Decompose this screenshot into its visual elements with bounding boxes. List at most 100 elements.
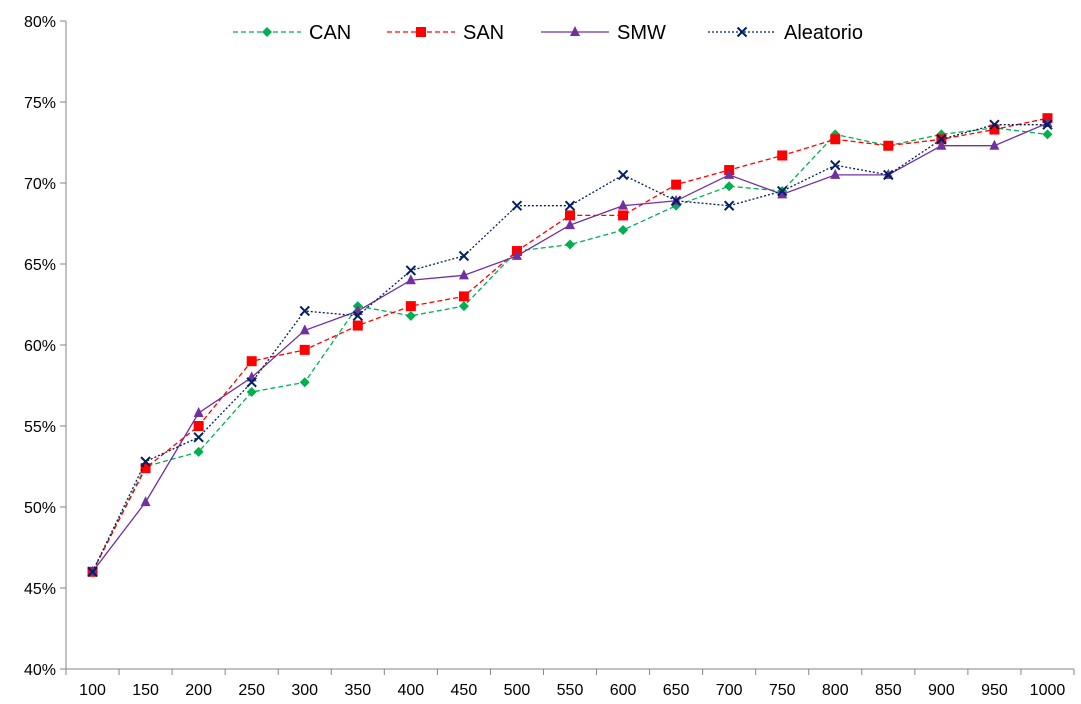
- x-tick-label: 100: [79, 682, 106, 699]
- data-point: [458, 269, 469, 280]
- data-point: [724, 168, 735, 179]
- x-tick-label: 500: [504, 682, 531, 699]
- x-tick-label: 700: [716, 682, 743, 699]
- data-point: [352, 310, 363, 322]
- data-point: [246, 386, 257, 397]
- data-point: [352, 320, 363, 331]
- y-tick-label: 65%: [24, 257, 56, 274]
- data-point: [193, 432, 204, 443]
- data-point: [246, 356, 257, 367]
- data-point: [830, 168, 841, 179]
- y-tick-label: 70%: [24, 176, 56, 193]
- x-tick-label: 250: [238, 682, 265, 699]
- data-point: [193, 446, 204, 457]
- data-point: [405, 265, 417, 276]
- legend-label: CAN: [309, 22, 351, 44]
- chart-series: [87, 113, 1053, 578]
- data-point: [140, 496, 151, 507]
- data-point: [458, 291, 469, 302]
- data-point: [511, 249, 522, 260]
- series-smw: [87, 117, 1053, 576]
- legend-item: SAN: [387, 22, 504, 44]
- data-point: [511, 200, 523, 211]
- y-tick-label: 75%: [24, 95, 56, 112]
- data-point: [936, 134, 947, 145]
- data-point: [883, 169, 894, 181]
- data-point: [140, 456, 151, 467]
- legend-label: SAN: [463, 22, 504, 44]
- data-point: [405, 301, 416, 312]
- data-point: [565, 219, 575, 230]
- data-point: [299, 324, 310, 335]
- data-point: [989, 124, 1000, 135]
- y-tick-label: 45%: [24, 581, 56, 598]
- series-can: [87, 122, 1053, 577]
- data-point: [671, 179, 682, 190]
- series-aleatorio: [87, 119, 1053, 578]
- data-point: [989, 119, 1000, 130]
- data-point: [1042, 129, 1053, 140]
- x-tick-label: 150: [132, 682, 159, 699]
- data-point: [618, 199, 629, 210]
- x-tick-label: 850: [875, 682, 902, 699]
- data-point: [299, 377, 310, 388]
- data-point: [883, 140, 894, 151]
- legend-item: Aleatorio: [708, 22, 863, 44]
- y-tick-label: 80%: [24, 14, 56, 31]
- data-point: [723, 200, 735, 211]
- data-point: [830, 134, 841, 145]
- data-point: [670, 195, 682, 207]
- x-tick-label: 800: [822, 682, 849, 699]
- x-tick-label: 400: [397, 682, 424, 699]
- x-tick-label: 550: [557, 682, 584, 699]
- data-point: [989, 139, 1000, 150]
- x-tick-label: 950: [981, 682, 1008, 699]
- series-san: [87, 113, 1053, 577]
- data-point: [618, 210, 629, 221]
- legend-item: CAN: [233, 22, 351, 44]
- data-point: [458, 301, 469, 312]
- data-point: [1042, 119, 1053, 130]
- data-point: [405, 274, 416, 285]
- legend-label: Aleatorio: [784, 22, 863, 44]
- data-point: [777, 185, 788, 197]
- data-point: [246, 377, 257, 388]
- data-point: [618, 224, 629, 235]
- data-point: [458, 250, 470, 262]
- chart-legend: CAN SAN SMW Aleatorio: [233, 22, 863, 44]
- data-point: [87, 566, 98, 578]
- data-point: [777, 150, 788, 161]
- x-tick-label: 350: [344, 682, 371, 699]
- data-point: [299, 344, 310, 355]
- data-point: [565, 239, 575, 250]
- data-point: [193, 421, 204, 431]
- x-tick-label: 600: [610, 682, 637, 699]
- chart-axes: 40% 45% 50% 55% 60% 65% 70% 75% 80% 100 150 200 250 3…: [24, 14, 1075, 699]
- x-tick-label: 300: [291, 682, 318, 699]
- data-point: [724, 181, 735, 192]
- legend-item: SMW: [541, 22, 666, 44]
- x-tick-label: 200: [185, 682, 212, 699]
- data-point: [299, 305, 310, 317]
- x-tick-label: 900: [928, 682, 955, 699]
- data-point: [936, 139, 947, 150]
- series-line: [91, 124, 1048, 573]
- y-tick-label: 50%: [24, 500, 56, 517]
- series-line: [91, 127, 1048, 573]
- x-tick-label: 750: [769, 682, 796, 699]
- y-tick-label: 55%: [24, 419, 56, 436]
- data-point: [830, 159, 841, 171]
- data-point: [777, 188, 788, 199]
- x-tick-label: 1000: [1030, 682, 1066, 699]
- data-point: [617, 169, 629, 181]
- data-point: [564, 200, 576, 211]
- data-point: [416, 27, 426, 37]
- x-tick-label: 650: [663, 682, 690, 699]
- data-point: [193, 407, 204, 418]
- data-point: [565, 210, 575, 221]
- data-point: [405, 310, 416, 321]
- data-point: [736, 26, 748, 38]
- data-point: [570, 26, 580, 36]
- data-point: [140, 463, 151, 474]
